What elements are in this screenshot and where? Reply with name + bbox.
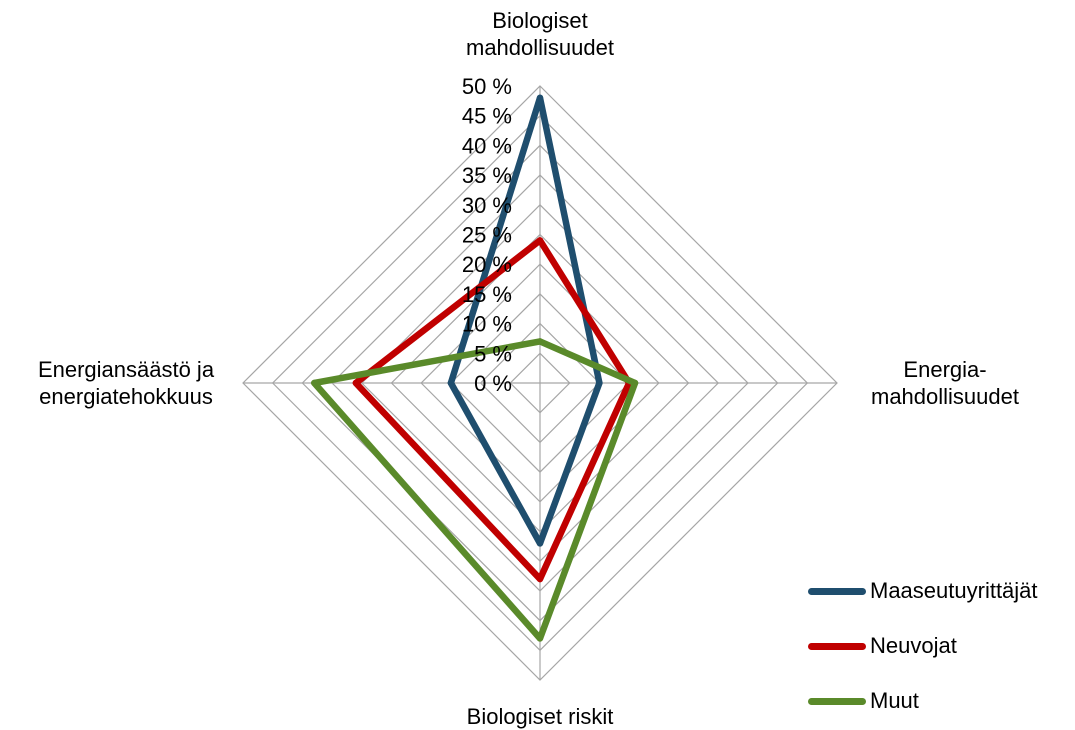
series-2-point-top (536, 237, 544, 244)
legend-swatch-series-3 (808, 697, 866, 705)
legend-swatch-series-1 (808, 587, 866, 595)
tick-label-15: 15 % (462, 282, 512, 307)
series-1-point-top (536, 94, 544, 102)
radar-series (311, 94, 639, 642)
legend-item-series-1: Maaseutuyrittäjät (808, 576, 1038, 606)
radar-grid (242, 85, 838, 681)
axis-label-bottom: Biologiset riskit (430, 703, 650, 730)
chart-legend: Maaseutuyrittäjät Neuvojat Muut (808, 574, 1068, 724)
series-3-point-right (631, 379, 639, 387)
radial-tick-labels: 0 % 5 % 10 % 15 % 20 % 25 % 30 % 35 % 40 % 45 % 50… (462, 74, 512, 396)
tick-label-45: 45 % (462, 104, 512, 129)
legend-label-series-3: Muut (870, 688, 919, 713)
legend-label-series-2: Neuvojat (870, 633, 957, 658)
legend-item-series-2: Neuvojat (808, 631, 957, 661)
axis-label-top-line-1: Biologiset (492, 8, 588, 33)
tick-label-5: 5 % (474, 341, 512, 366)
tick-label-40: 40 % (462, 133, 512, 158)
series-3-point-top (536, 338, 544, 345)
tick-label-50: 50 % (462, 74, 512, 99)
axis-label-top-line-2: mahdollisuudet (466, 35, 614, 60)
axis-label-top: Biologiset mahdollisuudet (440, 7, 640, 61)
legend-item-series-3: Muut (808, 686, 919, 716)
legend-label-series-1: Maaseutuyrittäjät (870, 578, 1038, 603)
axis-label-right-line-1: Energia- (903, 357, 987, 382)
axis-label-right-line-2: mahdollisuudet (871, 384, 1019, 409)
legend-swatch-series-2 (808, 642, 866, 650)
tick-label-20: 20 % (462, 252, 512, 277)
tick-label-35: 35 % (462, 163, 512, 188)
series-2-point-bottom (536, 575, 544, 583)
axis-label-right: Energia- mahdollisuudet (840, 356, 1050, 410)
series-1-point-right (596, 379, 603, 387)
series-1-point-bottom (536, 540, 544, 547)
series-3-point-bottom (536, 635, 544, 642)
axis-label-left: Energiansäästö ja energiatehokkuus (6, 356, 246, 410)
tick-label-30: 30 % (462, 193, 512, 218)
axis-label-left-line-2: energiatehokkuus (39, 384, 213, 409)
tick-label-25: 25 % (462, 223, 512, 248)
axis-label-left-line-1: Energiansäästö ja (37, 357, 215, 382)
series-3-point-left (311, 379, 318, 387)
series-2-point-left (352, 379, 360, 387)
series-1-point-left (447, 379, 455, 387)
tick-label-10: 10 % (462, 312, 512, 337)
tick-label-0: 0 % (474, 371, 512, 396)
axis-label-bottom-line-1: Biologiset riskit (466, 704, 614, 729)
